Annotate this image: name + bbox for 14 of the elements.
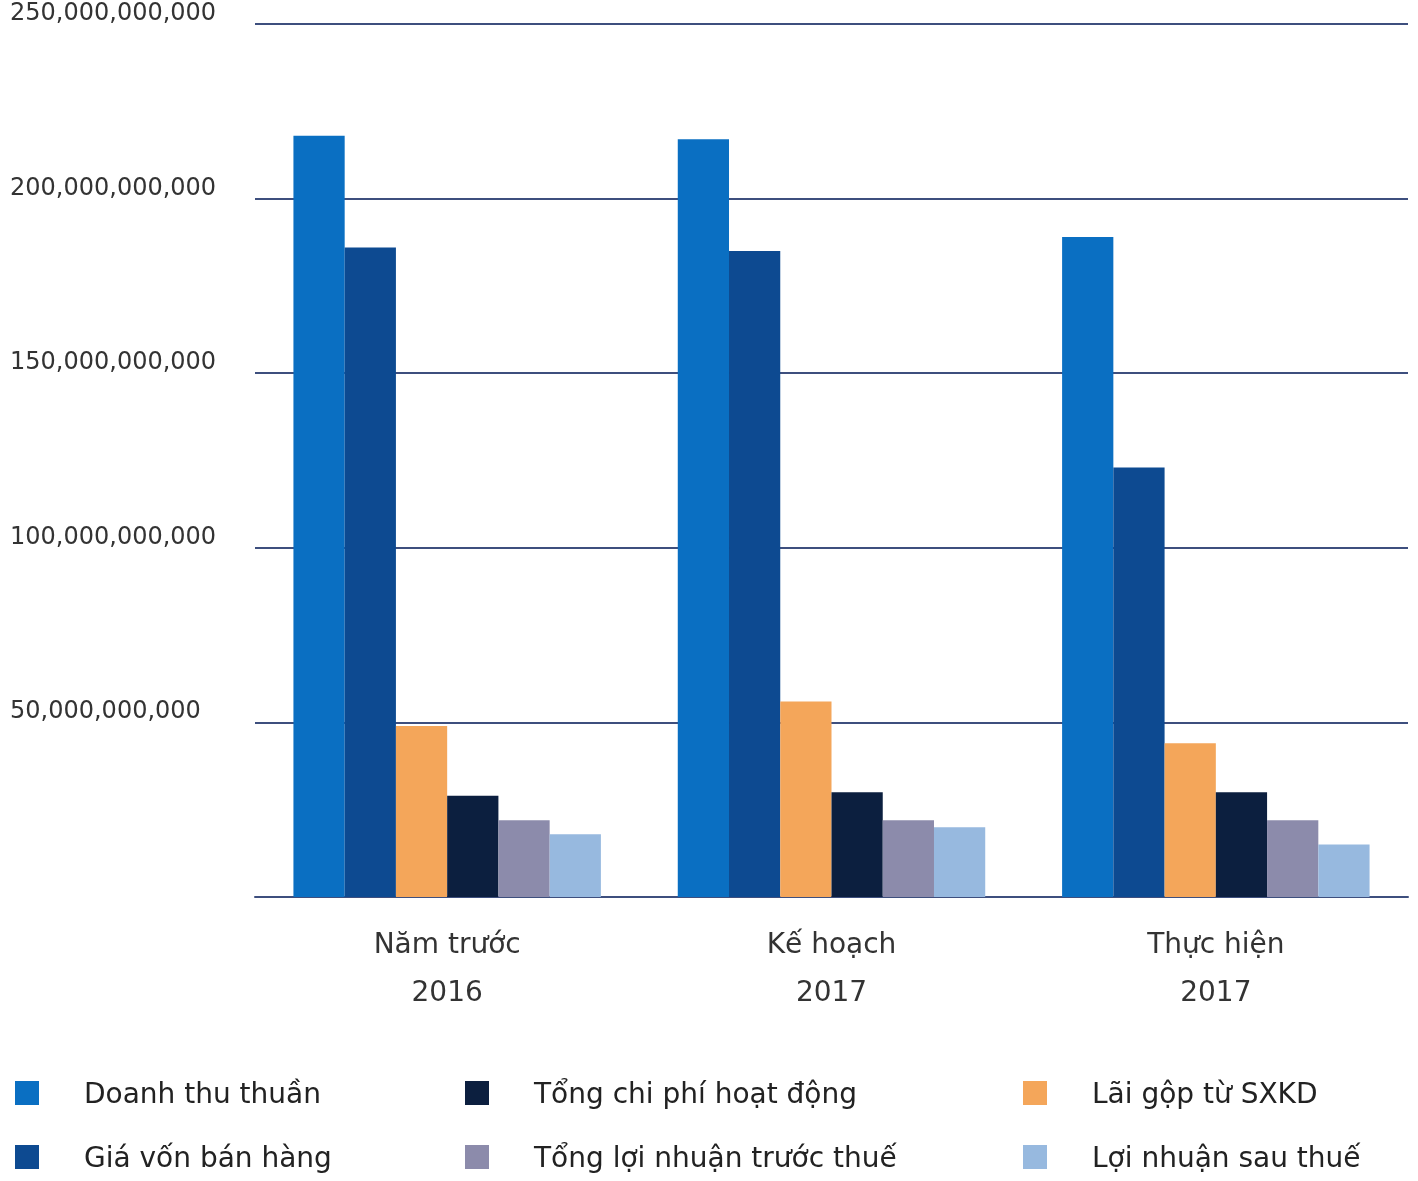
x-tick-label: Thực hiện 2017 — [1146, 926, 1285, 1008]
y-tick-label: 50,000,000,000 — [10, 696, 201, 725]
x-tick-label: Năm trước 2016 — [373, 926, 521, 1008]
y-tick-label: 250,000,000,000 — [10, 0, 217, 26]
y-tick-label: 150,000,000,000 — [10, 347, 217, 376]
y-tick-label: 200,000,000,000 — [10, 172, 217, 201]
legend-label: Lợi nhuận sau thuế — [1092, 1140, 1362, 1174]
legend-label: Lãi gộp từ SXKD — [1092, 1076, 1318, 1110]
legend-label: Tổng chi phí hoạt động — [533, 1076, 858, 1110]
y-tick-label: 100,000,000,000 — [10, 521, 217, 550]
legend-label: Giá vốn bán hàng — [84, 1140, 332, 1174]
legend-label: Tổng lợi nhuận trước thuế — [533, 1140, 898, 1174]
x-tick-label: Kế hoạch 2017 — [766, 926, 897, 1008]
legend-label: Doanh thu thuần — [84, 1076, 321, 1110]
